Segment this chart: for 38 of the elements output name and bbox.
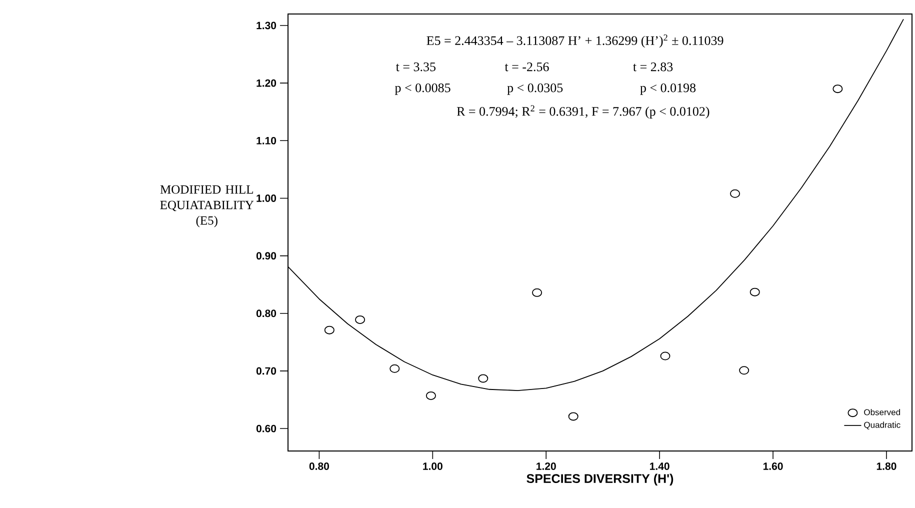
annotation: R = 0.7994; R$^{2}$ = 0.6391, F = 7.967 (p < 0.0102) [456,105,710,118]
annotation: t = 3.35 [396,62,436,72]
legend-label: Observed [864,408,900,416]
annotation: t = -2.56 [504,62,549,72]
point [390,364,400,373]
y-tick-label: 1.10 [256,136,276,144]
legend-label: Quadratic [864,422,900,430]
point [739,366,750,375]
point [730,189,740,198]
point [568,412,578,421]
y-tick-label: 1.00 [256,194,276,202]
annotation: t = 2.83 [633,62,673,72]
x-tick-label: 1.40 [650,462,670,470]
y-tick-label: 0.80 [256,310,276,318]
y-tick-label: 1.30 [256,22,276,30]
annotation: E5 = 2.443354 – 3.113087 H’ + 1.36299 (H’)$^{2}$ ± 0.11039 [426,34,724,48]
annotation: p < 0.0085 [394,83,450,95]
point [532,288,542,297]
point [750,288,760,296]
x-tick-label: 0.80 [309,462,329,470]
y-axis-title: MODIFIED HILL EQUIATABILITY (E5) [160,185,254,228]
annotation: p < 0.0305 [507,83,563,95]
x-tick-label: 1.80 [876,462,896,470]
y-tick-label: 0.60 [256,424,276,432]
point [426,391,436,400]
point [324,326,334,334]
y-tick-label: 0.90 [256,252,276,260]
x-tick-label: 1.00 [423,462,442,470]
point [355,315,366,324]
x-axis-title: SPECIES DIVERSITY (H') [526,474,674,486]
x-tick-label: 1.20 [536,462,556,470]
x-tick-label: 1.60 [763,462,783,470]
point [832,84,843,94]
y-tick-label: 1.20 [256,79,276,87]
point [660,352,670,360]
point [478,374,488,383]
y-tick-label: 0.70 [256,367,276,375]
annotation: p < 0.0198 [640,83,696,95]
